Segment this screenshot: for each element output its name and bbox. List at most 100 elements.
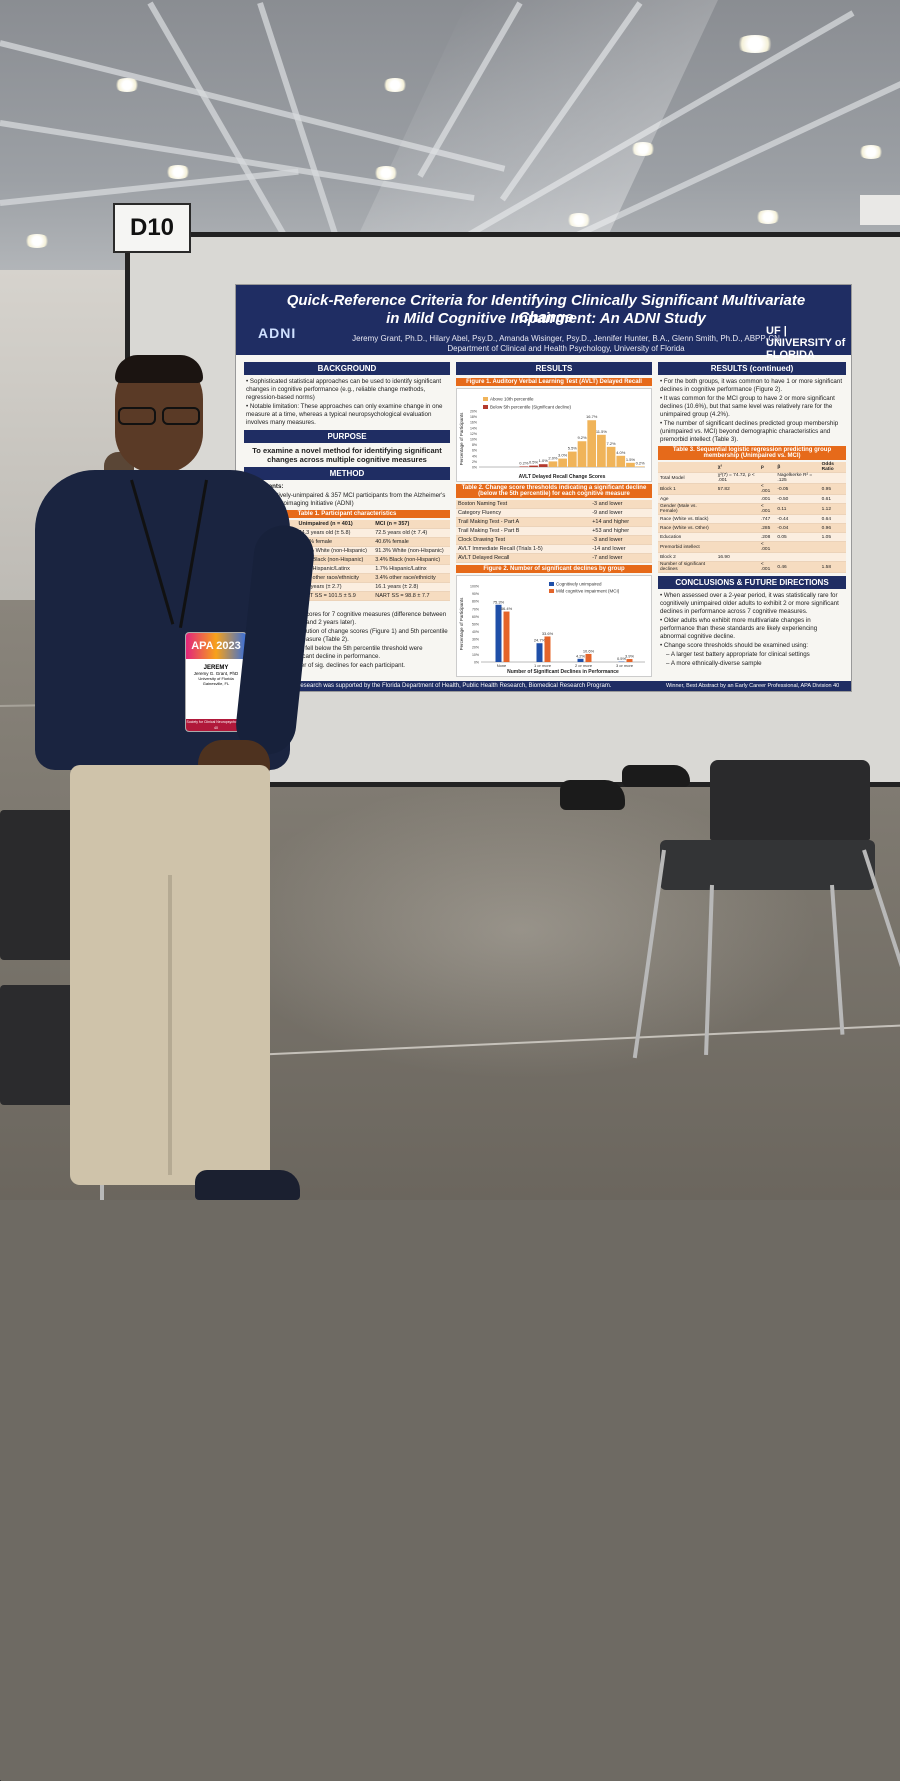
axis-tick-label: 90% [472, 592, 479, 596]
section-heading: RESULTS (continued) [658, 362, 846, 375]
table-cell: < .001 [759, 504, 775, 515]
table-cell [658, 462, 716, 473]
table-cell: χ²(7) = 74.72, p < .001 [716, 473, 759, 484]
data-label: 4.2% [576, 653, 586, 658]
table-cell [716, 533, 759, 542]
table-cell: χ² [716, 462, 759, 473]
table-cell: 0.11 [775, 504, 819, 515]
bullet-text: • The number of significant declines pre… [660, 420, 844, 444]
histogram-bar [587, 420, 596, 467]
table-cell: < .001 [759, 484, 775, 495]
badge-city: Gainesville, FL [186, 681, 246, 686]
axis-tick-label: 30% [472, 638, 479, 642]
table-cell: 16.90 [716, 553, 759, 562]
table-cell: Premorbid intellect [658, 542, 716, 553]
table-title: Table 3. Sequential logistic regression … [658, 446, 846, 460]
table-cell: Block 1 [658, 484, 716, 495]
table-cell: Trail Making Test - Part B [456, 527, 590, 536]
histogram-chart: 0%2%4%6%8%10%12%14%16%18%20%0.2%0.5%1.0%… [457, 389, 651, 481]
data-label: 0.5% [529, 460, 539, 465]
bullet-text: • When assessed over a 2-year period, it… [660, 592, 844, 616]
category-label: 1 or more [534, 663, 552, 668]
table-cell: 16.1 years (± 2.8) [373, 583, 450, 592]
table-cell: -7 and lower [590, 554, 652, 563]
histogram-bar [520, 466, 529, 467]
histogram-bar [558, 459, 567, 467]
table-cell [716, 562, 759, 573]
table-row: Category Fluency-9 and lower [456, 509, 652, 518]
table-row: Clock Drawing Test-3 and lower [456, 536, 652, 545]
table-cell [716, 524, 759, 533]
table-cell: .285 [759, 524, 775, 533]
funding-text: Research was supported by the Florida De… [296, 683, 611, 689]
section-heading: RESULTS [456, 362, 652, 375]
histogram-bar [549, 461, 558, 467]
table-cell: < .001 [759, 562, 775, 573]
shoe [195, 1170, 300, 1200]
histogram-bar [626, 463, 635, 467]
table-cell: Nagelkerke R² = .125 [775, 473, 819, 484]
table-cell: Number of significant declines [658, 562, 716, 573]
legend-swatch [483, 397, 488, 401]
table-cell: 57.82 [716, 484, 759, 495]
table-cell [820, 553, 846, 562]
axis-tick-label: 80% [472, 600, 479, 604]
table-cell: 1.58 [820, 562, 846, 573]
table-cell: Gender (Male vs. Female) [658, 504, 716, 515]
x-axis-label: Number of Significant Declines in Perfor… [507, 669, 619, 675]
data-label: 16.7% [586, 414, 598, 419]
bar [537, 643, 543, 662]
table-cell: NART SS = 98.8 ± 7.7 [373, 592, 450, 601]
table-cell [775, 542, 819, 553]
category-label: 3 or more [616, 663, 634, 668]
table-cell: < .001 [759, 542, 775, 553]
figure2-chart: 0%10%20%30%40%50%60%70%80%90%100%75.3%66… [456, 575, 652, 677]
axis-tick-label: 40% [472, 630, 479, 634]
bullet-text: • Older adults who exhibit more multivar… [660, 617, 844, 641]
table-cell [716, 542, 759, 553]
table-cell: -9 and lower [590, 509, 652, 518]
table-cell: -3 and lower [590, 536, 652, 545]
data-label: 33.6% [542, 631, 554, 636]
category-label: None [497, 663, 507, 668]
table-row: Trail Making Test - Part B+53 and higher [456, 527, 652, 536]
axis-tick-label: 10% [470, 438, 477, 442]
data-label: 7.2% [607, 441, 617, 446]
presenter-person: APA 2023 JEREMY Jeremy G. Grant, PhD Uni… [30, 355, 330, 1200]
table-cell: -0.05 [775, 484, 819, 495]
figure-title: Figure 2. Number of significant declines… [456, 565, 652, 573]
axis-tick-label: 8% [472, 443, 477, 447]
table-cell: 1.12 [820, 504, 846, 515]
table-cell [820, 473, 846, 484]
data-label: 5.5% [568, 446, 578, 451]
poster-column-right: RESULTS (continued) • For the both group… [658, 359, 846, 687]
pants-seam [168, 875, 172, 1175]
table-cell: β [775, 462, 819, 473]
legend-label: Mild cognitive impairment (MCI) [556, 589, 620, 594]
histogram-bar [578, 441, 587, 467]
table-cell: 40.6% female [373, 538, 450, 547]
axis-tick-label: 20% [470, 410, 477, 414]
folding-chair [650, 760, 900, 1060]
data-label: 10.6% [583, 648, 595, 653]
axis-tick-label: 100% [470, 585, 479, 589]
y-axis-label: Percentage of Participants [459, 597, 464, 651]
data-label: 1.0% [539, 458, 549, 463]
table-cell: 1.05 [820, 533, 846, 542]
data-label: 1.5% [626, 457, 636, 462]
table-row: AVLT Immediate Recall (Trials 1-5)-14 an… [456, 545, 652, 554]
table-cell: AVLT Immediate Recall (Trials 1-5) [456, 545, 590, 554]
table-cell: .208 [759, 533, 775, 542]
data-label: 9.2% [577, 435, 587, 440]
bar [504, 612, 510, 662]
table-cell: 72.5 years old (± 7.4) [373, 529, 450, 538]
person-hair [115, 355, 203, 383]
histogram-bar [616, 456, 625, 467]
table-cell: MCI (n = 357) [373, 520, 450, 529]
poster-department: Department of Clinical and Health Psycho… [306, 344, 826, 353]
